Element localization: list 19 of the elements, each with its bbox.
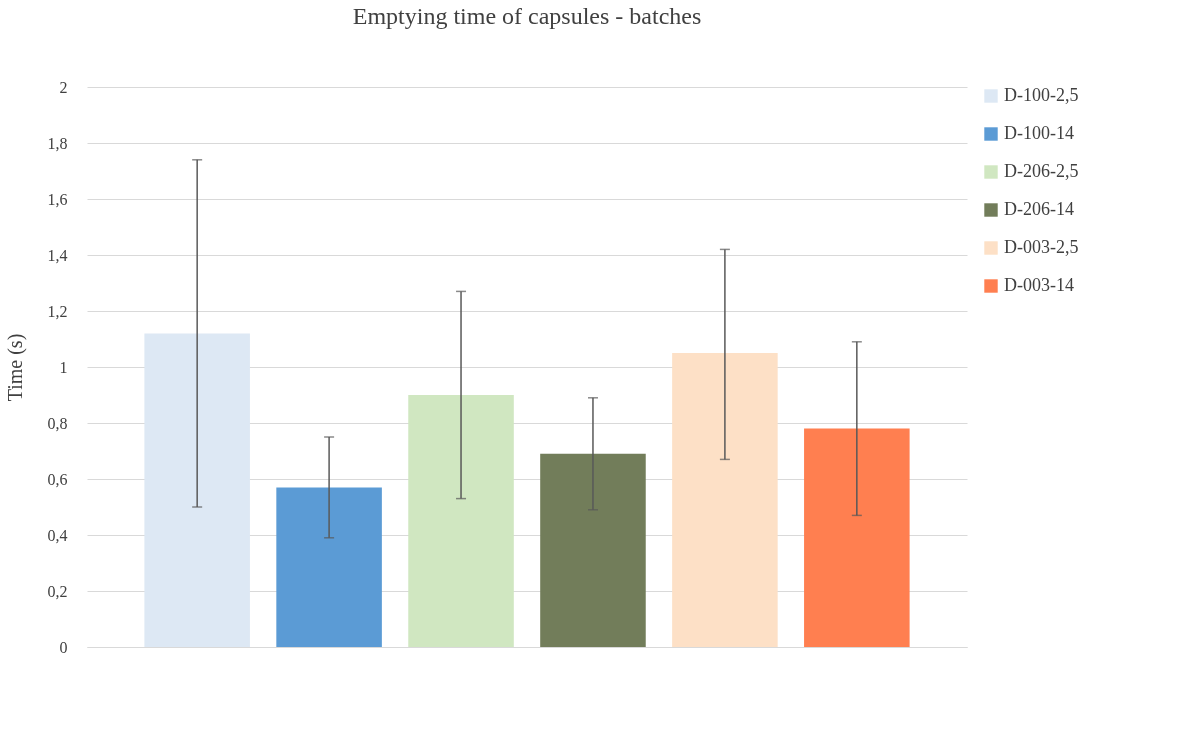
legend-label: D-003-2,5 xyxy=(1004,237,1079,257)
legend-label: D-206-2,5 xyxy=(1004,161,1079,181)
y-tick-label: 1 xyxy=(59,358,68,376)
legend-label: D-003-14 xyxy=(1004,275,1074,295)
legend-label: D-100-2,5 xyxy=(1004,85,1079,105)
y-tick-label: 0,6 xyxy=(47,470,68,488)
y-tick-label: 0,8 xyxy=(47,414,68,432)
y-axis-title: Time (s) xyxy=(3,333,27,402)
y-tick-label: 1,8 xyxy=(47,134,68,152)
y-tick-label: 1,6 xyxy=(47,190,68,208)
legend-label: D-206-14 xyxy=(1004,199,1074,219)
legend-label: D-100-14 xyxy=(1004,123,1074,143)
y-tick-label: 0 xyxy=(59,638,68,656)
y-tick-label: 0,2 xyxy=(47,582,68,600)
chart-title: Emptying time of capsules - batches xyxy=(352,3,702,29)
y-tick-label: 1,4 xyxy=(47,246,68,264)
y-tick-label: 2 xyxy=(59,78,68,96)
y-tick-label: 0,4 xyxy=(47,526,68,544)
y-tick-label: 1,2 xyxy=(47,302,68,320)
